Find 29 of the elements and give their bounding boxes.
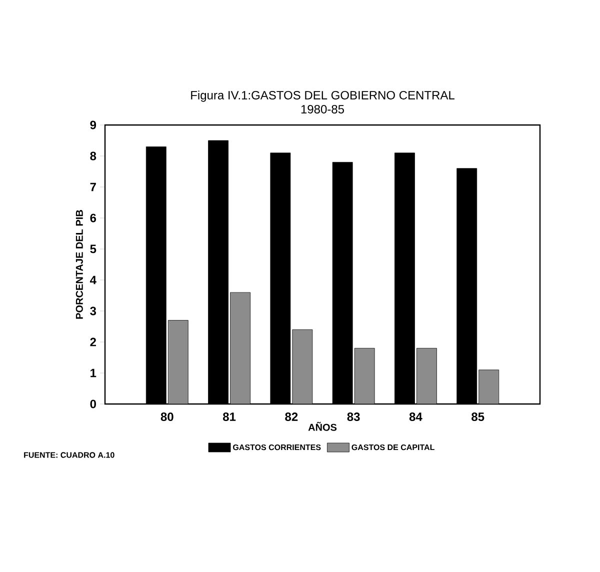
bar (354, 348, 375, 404)
x-tick-label: 82 (285, 412, 298, 422)
x-axis-title: AÑOS (308, 422, 337, 431)
y-tick-label: 5 (90, 244, 96, 254)
y-tick-label: 9 (90, 120, 96, 130)
y-tick-label: 7 (90, 182, 96, 192)
y-tick-label: 4 (90, 276, 96, 284)
y-tick-label: 6 (90, 214, 96, 222)
bar (478, 370, 500, 404)
y-tick-label: 2 (90, 338, 96, 346)
x-tick-label: 85 (472, 412, 484, 422)
x-tick-label: 84 (409, 412, 422, 422)
chart-subtitle: 1980-85 (301, 104, 344, 114)
y-axis-title: PORCENTAJE DEL PIB (76, 210, 83, 319)
bar (416, 348, 437, 404)
x-tick-label: 81 (222, 412, 236, 422)
x-tick-label: 80 (160, 412, 174, 422)
y-tick-label: 1 (90, 368, 96, 378)
x-tick-label: 83 (347, 412, 360, 422)
chart-title: Figura IV.1:GASTOS DEL GOBIERNO CENTRAL (191, 90, 454, 102)
bar (230, 292, 250, 404)
legend-label: GASTOS DE CAPITAL (352, 444, 434, 450)
source-note: FUENTE: CUADRO A.10 (24, 452, 114, 458)
y-tick-label: 0 (90, 400, 96, 408)
bar (292, 329, 313, 404)
bar (168, 320, 188, 404)
legend-label: GASTOS CORRIENTES (233, 444, 321, 450)
y-tick-label: 8 (90, 152, 96, 160)
y-tick-label: 3 (90, 306, 96, 316)
